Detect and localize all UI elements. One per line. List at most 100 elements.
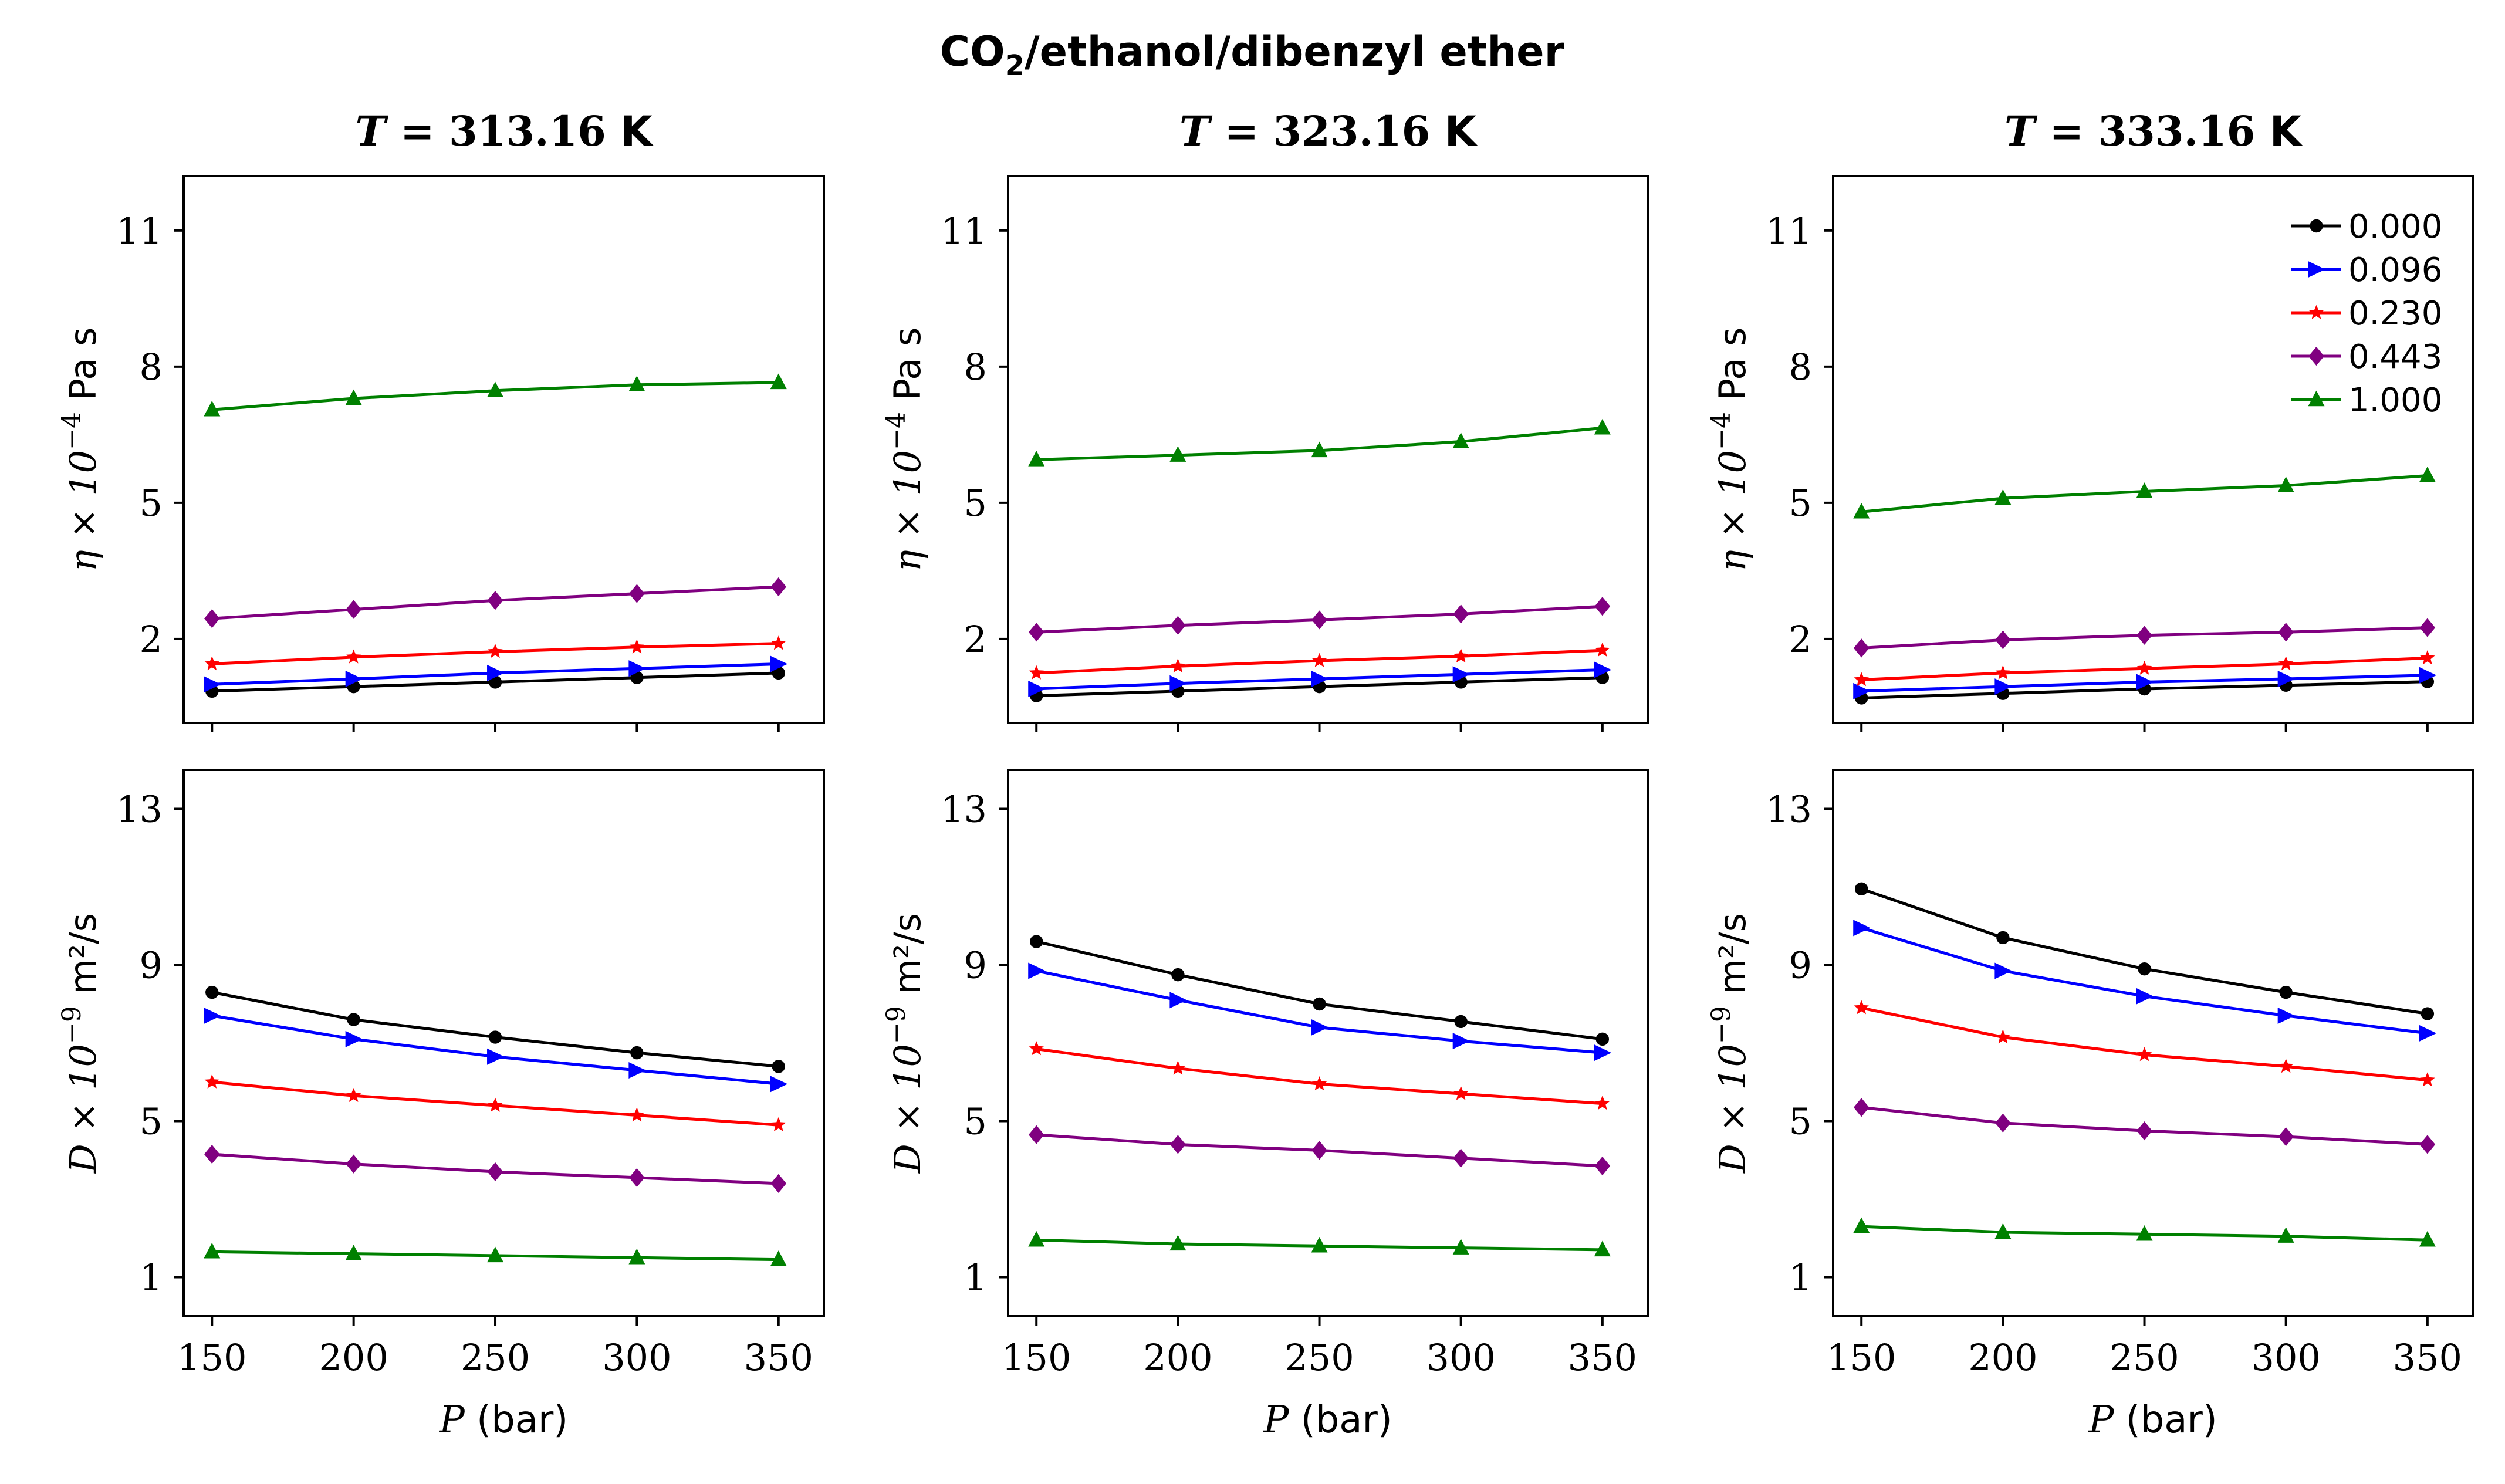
series-1.000 [204, 373, 787, 417]
y-tick-label: 5 [140, 1100, 163, 1143]
y-axis-label: η × 10−4 Pa s [1706, 327, 1754, 572]
panel-2: 2 5 8 11 η × 10−4 Pa s T = 323.16 K [881, 107, 1649, 732]
data-point [1170, 616, 1186, 635]
data-point [488, 1030, 502, 1044]
data-point [1311, 653, 1327, 667]
series-0.230 [1029, 642, 1610, 680]
data-point [204, 676, 221, 693]
legend-marker [2308, 261, 2325, 278]
data-point [2136, 1121, 2152, 1141]
data-point [1854, 1000, 1869, 1015]
data-point [1170, 1060, 1185, 1075]
y-tick-label: 5 [140, 482, 163, 525]
data-point [1595, 642, 1610, 657]
panel-title: T = 333.16 K [2004, 107, 2303, 156]
series-0.230 [1854, 650, 2435, 687]
data-point [347, 1013, 360, 1026]
data-point [2278, 656, 2294, 671]
data-point [204, 1074, 219, 1089]
data-point [2419, 467, 2436, 482]
data-point [204, 656, 219, 671]
panel-1: 2 5 8 11 η × 10−4 Pa s T = 313.16 K [57, 107, 825, 732]
y-tick-label: 11 [116, 209, 163, 252]
y-tick-label: 5 [1789, 482, 1812, 525]
legend-marker [2310, 219, 2323, 233]
legend-entry: 0.443 [2291, 338, 2442, 376]
data-point [2277, 1227, 2294, 1243]
x-tick-label: 350 [2393, 1336, 2462, 1379]
data-point [2136, 1047, 2152, 1062]
data-point [2136, 1225, 2153, 1241]
data-point [1594, 661, 1612, 678]
x-tick-label: 250 [2110, 1336, 2179, 1379]
data-point [2136, 660, 2152, 675]
data-point [204, 1242, 221, 1259]
data-point [2136, 626, 2152, 645]
data-point [1029, 665, 1044, 680]
data-point [346, 1088, 361, 1102]
data-point [1853, 1098, 1870, 1117]
data-point [1453, 648, 1469, 663]
data-point [1995, 630, 2011, 650]
data-point [205, 985, 219, 999]
data-point [1170, 1135, 1186, 1154]
legend-marker [2308, 390, 2325, 407]
x-tick-label: 200 [1968, 1336, 2037, 1379]
series-1.000 [1853, 467, 2436, 519]
series-0.230 [204, 635, 786, 671]
axes-frame [1007, 175, 1649, 724]
data-point [628, 1062, 646, 1079]
data-point [1311, 610, 1327, 630]
series-0.096 [204, 1007, 788, 1093]
data-point [1028, 623, 1044, 642]
y-tick-label: 9 [140, 944, 163, 987]
x-axis-label: P (bar) [2088, 1398, 2217, 1442]
y-tick-label: 8 [964, 346, 987, 388]
series-0.000 [1855, 882, 2435, 1020]
x-tick-label: 150 [1827, 1336, 1896, 1379]
y-tick-label: 2 [140, 618, 163, 661]
data-point [2277, 476, 2294, 492]
legend-label: 0.096 [2348, 251, 2442, 289]
panel-6: 150 200 250 300 350 1 5 9 13 D × 10−9 m²/s P (bar) [1706, 769, 2474, 1442]
y-tick-label: 9 [1789, 944, 1812, 987]
series-1.000 [1028, 418, 1611, 467]
data-point [487, 1048, 505, 1065]
x-tick-label: 300 [1426, 1336, 1496, 1379]
data-point [1594, 1044, 1612, 1062]
data-point [1169, 446, 1186, 462]
panel-title: T = 313.16 K [355, 107, 654, 156]
data-point [629, 1168, 645, 1188]
data-point [770, 373, 787, 390]
series-0.443 [204, 1144, 787, 1193]
x-tick-label: 300 [602, 1336, 671, 1379]
y-axis-label: D × 10−9 m²/s [881, 913, 929, 1174]
data-point [1028, 962, 1046, 979]
data-point [1996, 931, 2010, 945]
legend-entry: 0.230 [2291, 295, 2442, 333]
axes-frame [1832, 769, 2474, 1317]
data-point [2278, 1059, 2294, 1073]
data-point [346, 600, 361, 619]
data-point [1311, 1019, 1328, 1036]
data-point [1595, 1032, 1610, 1046]
y-axis-label: D × 10−9 m²/s [57, 913, 104, 1174]
data-point [345, 670, 363, 687]
series-0.096 [204, 655, 788, 693]
x-tick-label: 200 [1143, 1336, 1212, 1379]
legend-entry: 1.000 [2291, 381, 2442, 420]
x-axis-label: P (bar) [439, 1398, 569, 1442]
legend-entry: 0.096 [2291, 251, 2442, 289]
y-tick-label: 5 [964, 1100, 987, 1143]
series-0.443 [1028, 597, 1611, 642]
y-axis-label: η × 10−4 Pa s [881, 327, 929, 572]
data-point [2138, 962, 2151, 976]
legend: 0.000 0.096 0.230 0.443 1.000 [2291, 208, 2442, 420]
data-point [1452, 1239, 1469, 1255]
data-point [487, 664, 505, 681]
legend-label: 1.000 [2348, 381, 2442, 420]
data-point [204, 400, 221, 417]
data-point [345, 1030, 363, 1047]
data-point [1594, 597, 1611, 616]
